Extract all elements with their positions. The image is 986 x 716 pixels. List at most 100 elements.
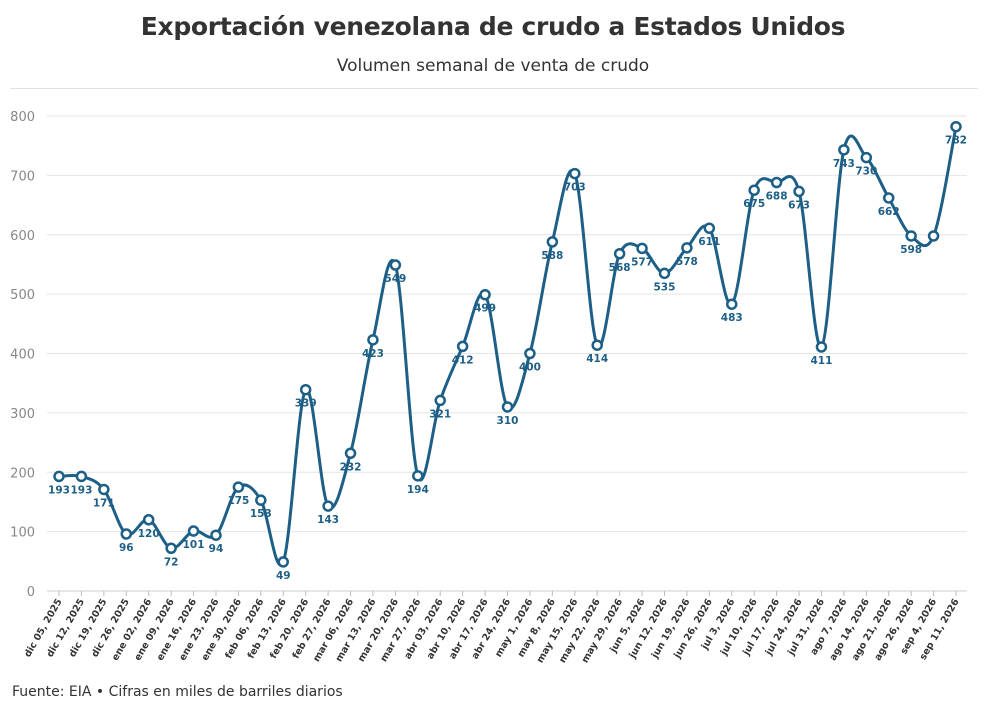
data-point	[277, 556, 289, 568]
data-point	[950, 120, 962, 133]
y-tick-label: 0	[27, 585, 35, 600]
y-axis-ticks: 0 100 200 300 400 500 600 700 800	[10, 110, 35, 600]
data-label: 175	[227, 495, 249, 507]
data-point	[120, 528, 133, 540]
line-chart: 0 100 200 300 400 500 600 700 800 dic 05, 2025di…	[10, 110, 967, 665]
data-point	[591, 339, 603, 351]
data-label: 743	[833, 158, 855, 170]
data-label: 193	[70, 484, 92, 496]
data-label: 598	[900, 244, 922, 256]
data-point	[322, 500, 334, 512]
data-point	[479, 288, 491, 301]
y-tick-label: 500	[10, 288, 35, 303]
data-point	[658, 267, 671, 280]
footer-source: Fuente: EIA • Cifras en miles de barrile…	[12, 684, 343, 700]
data-label: 662	[878, 206, 900, 218]
data-point	[726, 298, 738, 310]
data-label: 588	[541, 250, 563, 262]
data-point	[905, 230, 917, 242]
data-label: 310	[497, 415, 519, 427]
data-point	[389, 259, 402, 271]
y-tick-label: 100	[10, 526, 35, 541]
data-label: 321	[429, 408, 451, 420]
data-label: 94	[209, 543, 224, 555]
data-point	[434, 394, 446, 407]
data-label: 414	[586, 353, 608, 365]
data-label: 153	[250, 508, 272, 520]
data-label: 535	[654, 281, 676, 293]
data-point	[232, 481, 245, 493]
data-label: 782	[945, 135, 967, 147]
data-point	[412, 470, 424, 482]
data-point	[703, 222, 716, 234]
data-label: 412	[452, 354, 474, 366]
data-label: 577	[631, 256, 653, 268]
data-point	[793, 185, 805, 198]
grid-lines	[47, 115, 967, 592]
data-label: 171	[93, 497, 115, 509]
data-label: 411	[810, 355, 832, 367]
data-label: 703	[564, 182, 586, 194]
data-label: 101	[183, 539, 205, 551]
data-label: 143	[317, 514, 339, 526]
data-point	[98, 483, 110, 496]
data-point	[75, 470, 88, 483]
data-label: 675	[743, 198, 765, 210]
y-tick-label: 400	[10, 348, 35, 363]
data-point	[255, 494, 267, 506]
chart-title: Exportación venezolana de crudo a Estado…	[140, 12, 846, 41]
y-tick-label: 700	[10, 169, 35, 184]
data-label: 688	[766, 191, 788, 203]
data-label: 72	[164, 556, 179, 568]
data-points	[53, 120, 962, 568]
data-point	[882, 192, 895, 204]
data-point	[838, 144, 850, 156]
y-tick-label: 300	[10, 407, 35, 422]
data-point	[636, 242, 648, 255]
header-divider	[10, 88, 978, 89]
data-point	[367, 334, 379, 346]
data-point	[165, 542, 177, 554]
data-label: 96	[119, 542, 134, 554]
data-label: 193	[48, 484, 70, 496]
data-label: 423	[362, 348, 384, 360]
data-label: 549	[384, 273, 406, 285]
y-tick-label: 200	[10, 466, 35, 481]
data-point	[569, 167, 581, 180]
data-label: 194	[407, 484, 429, 496]
data-point	[299, 383, 312, 396]
data-label: 400	[519, 362, 541, 374]
data-point	[456, 340, 469, 353]
data-point	[210, 529, 222, 541]
data-point	[546, 236, 559, 248]
chart-subtitle: Volumen semanal de venta de crudo	[336, 56, 650, 76]
data-point	[860, 151, 873, 164]
data-label: 232	[340, 461, 362, 473]
data-label: 49	[276, 570, 291, 582]
data-point	[142, 514, 155, 526]
data-label: 339	[295, 398, 317, 410]
y-tick-label: 800	[10, 110, 35, 125]
data-point	[613, 248, 626, 260]
data-point	[748, 184, 760, 196]
data-point	[524, 347, 536, 360]
data-label: 120	[138, 528, 160, 540]
data-point	[681, 242, 693, 254]
data-point	[187, 525, 200, 537]
data-label: 499	[474, 303, 496, 315]
data-label: 578	[676, 256, 698, 268]
data-point	[344, 447, 357, 459]
data-label: 483	[721, 312, 743, 324]
data-point	[501, 401, 514, 413]
data-point	[770, 176, 783, 189]
y-tick-label: 600	[10, 229, 35, 244]
data-label: 673	[788, 199, 810, 211]
data-point	[53, 470, 65, 483]
data-point	[927, 230, 940, 242]
data-label: 611	[698, 236, 720, 248]
data-label: 568	[609, 262, 631, 274]
data-label: 730	[855, 166, 877, 178]
data-point	[815, 341, 828, 353]
